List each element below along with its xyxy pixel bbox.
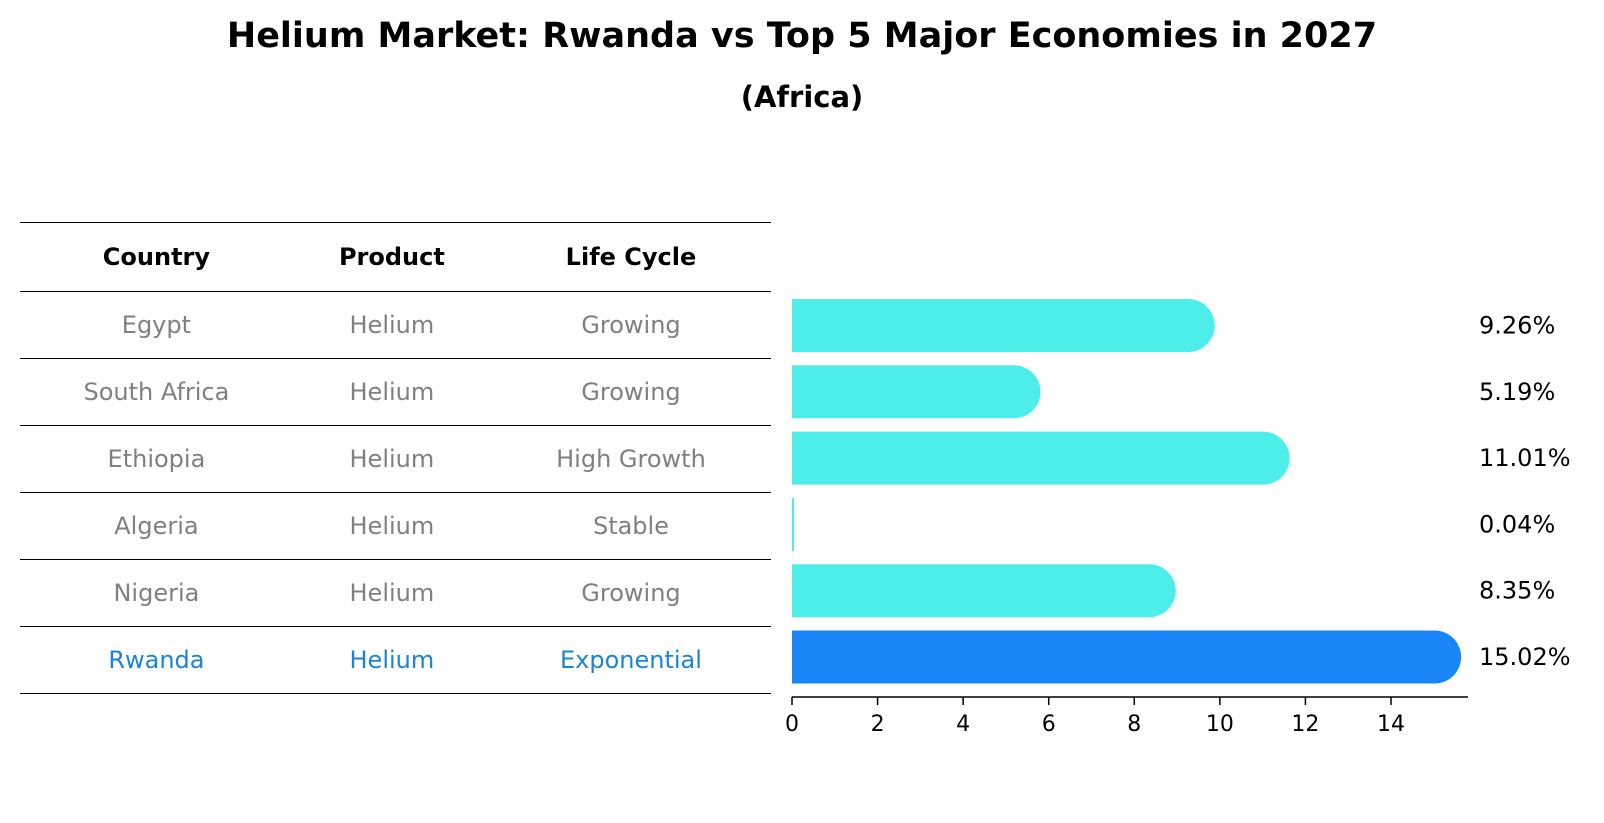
header-country: Country [20,222,293,292]
bar-nigeria [792,564,1176,618]
table-row: Algeria Helium Stable [20,492,771,560]
cell-life-cycle: Exponential [490,626,771,694]
cell-life-cycle: High Growth [490,425,771,493]
cell-life-cycle: Growing [490,559,771,627]
table-row: Nigeria Helium Growing [20,559,771,627]
country-table: Country Product Life Cycle Egypt Helium … [20,222,771,694]
header-life-cycle: Life Cycle [490,222,771,292]
cell-country: Rwanda [20,626,293,694]
cell-life-cycle: Growing [490,358,771,426]
bar-value-label: 11.01% [1479,444,1571,472]
bar-egypt [792,299,1215,352]
bar-value-label: 15.02% [1479,643,1571,671]
cell-country: Egypt [20,291,293,359]
cell-country: South Africa [20,358,293,426]
x-tick-label: 2 [871,712,885,737]
x-tick-label: 8 [1127,712,1141,737]
table-row: Egypt Helium Growing [20,291,771,359]
bar-value-label: 9.26% [1479,312,1555,340]
x-tick-label: 4 [956,712,970,737]
bar-algeria [792,497,794,551]
table-row: Ethiopia Helium High Growth [20,425,771,493]
chart-subtitle: (Africa) [740,80,864,114]
cell-country: Nigeria [20,559,293,627]
x-tick-label: 6 [1042,712,1056,737]
cell-product: Helium [292,291,491,359]
cell-country: Algeria [20,492,293,560]
bar-value-label: 5.19% [1479,378,1555,406]
cell-life-cycle: Stable [490,492,771,560]
cell-product: Helium [292,559,491,627]
table-row-highlight: Rwanda Helium Exponential [20,626,771,694]
bar-rwanda [792,630,1462,684]
bar-value-label: 0.04% [1479,510,1555,538]
x-tick-label: 12 [1291,712,1319,737]
x-tick-label: 0 [785,712,799,737]
bar-ethiopia [792,431,1290,485]
bar-value-label: 8.35% [1479,577,1555,605]
cell-product: Helium [292,626,491,694]
cell-product: Helium [292,492,491,560]
table-header-row: Country Product Life Cycle [20,222,771,292]
table-row: South Africa Helium Growing [20,358,771,426]
cell-product: Helium [292,425,491,493]
bar-south-africa [792,365,1041,419]
x-tick-label: 10 [1206,712,1234,737]
chart-title: Helium Market: Rwanda vs Top 5 Major Eco… [226,16,1378,56]
x-tick-label: 14 [1377,712,1405,737]
cell-life-cycle: Growing [490,291,771,359]
cell-product: Helium [292,358,491,426]
header-product: Product [292,222,491,292]
cell-country: Ethiopia [20,425,293,493]
